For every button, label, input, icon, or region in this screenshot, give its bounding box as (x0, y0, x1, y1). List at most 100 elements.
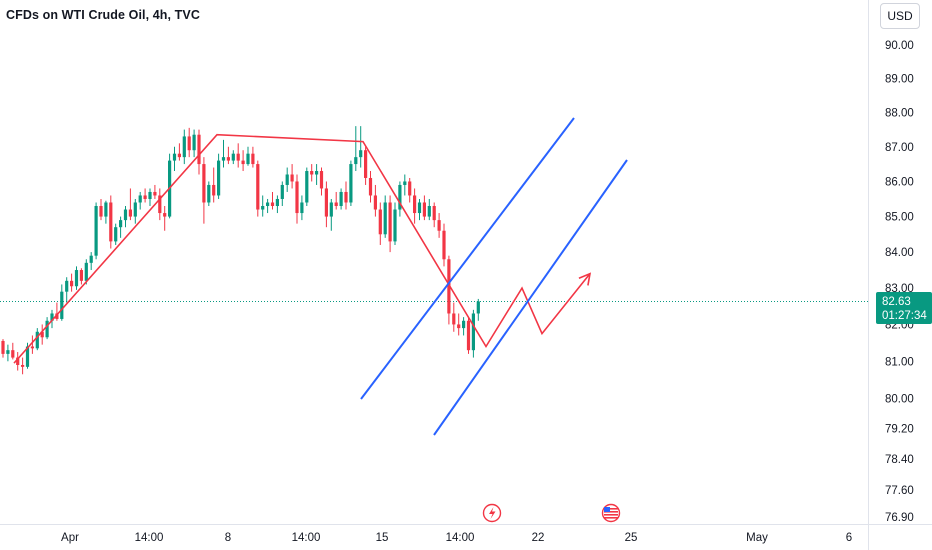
price-axis[interactable]: 90.0089.0088.0087.0086.0085.0084.0083.00… (885, 40, 914, 524)
candle-body (94, 206, 98, 256)
candle-body (310, 171, 314, 175)
candle-body (148, 191, 152, 199)
last-price-badge (876, 292, 932, 324)
price-tick-label: 76.90 (885, 512, 914, 524)
candle-body (251, 153, 255, 165)
candle-body (6, 350, 10, 354)
candle-body (70, 280, 74, 287)
time-axis[interactable]: Apr 14:00 8 14:00 15 14:00 22 25 May 6 (61, 532, 852, 544)
candle-body (462, 320, 466, 329)
candle-body (226, 157, 230, 161)
candle-body (398, 184, 402, 210)
candle-body (295, 181, 299, 214)
candle-body (442, 230, 446, 260)
candle-body (109, 202, 113, 242)
candle-body (1, 340, 5, 354)
time-tick-label: 14:00 (292, 532, 321, 544)
candle-body (471, 313, 475, 351)
projection-arrowhead (578, 272, 592, 286)
candle-body (65, 280, 69, 292)
candle-body (182, 136, 186, 158)
candle-body (153, 191, 157, 196)
earnings-icon (482, 503, 502, 523)
channel-upper-line (360, 117, 575, 400)
candle-body (285, 174, 289, 185)
candle-body (143, 195, 147, 199)
candle-body (128, 209, 132, 217)
candle-body (275, 198, 279, 207)
candle-body (197, 134, 201, 165)
candle-body (123, 209, 128, 221)
candles (1, 126, 480, 375)
price-tick-label: 78.40 (885, 454, 914, 466)
candle-body (403, 181, 407, 185)
drawings[interactable] (13, 117, 628, 436)
candle-body (280, 184, 284, 199)
candle-body (290, 174, 294, 182)
candle-body (393, 209, 397, 242)
candle-body (413, 195, 417, 214)
time-tick-label: 14:00 (446, 532, 475, 544)
price-tick-label: 87.00 (885, 142, 914, 154)
candle-body (319, 171, 324, 189)
candle-body (50, 313, 54, 321)
candle-body (55, 313, 59, 319)
candle-body (158, 195, 162, 214)
candle-body (104, 202, 108, 217)
price-tick-label: 89.00 (885, 74, 914, 86)
price-tick-label: 80.00 (885, 394, 914, 406)
candle-body (359, 150, 363, 158)
candle-body (74, 270, 79, 287)
candle-body (315, 171, 319, 175)
price-tick-label: 88.00 (885, 107, 914, 119)
candle-body (45, 320, 49, 338)
price-tick-label: 86.00 (885, 176, 914, 188)
candle-body (89, 255, 93, 263)
candle-body (354, 157, 358, 165)
candle-body (417, 202, 422, 214)
currency-button[interactable]: USD (880, 3, 920, 29)
candle-body (99, 206, 103, 217)
candle-body (305, 171, 309, 203)
candle-body (163, 213, 167, 217)
candle-body (388, 202, 392, 242)
candle-body (79, 270, 83, 281)
price-tick-label: 85.00 (885, 212, 914, 224)
candle-body (40, 331, 44, 338)
candle-body (270, 202, 275, 207)
candle-body (221, 157, 226, 161)
candle-body (30, 346, 34, 349)
candle-body (192, 134, 196, 151)
candle-body (339, 191, 343, 207)
price-tick-label: 84.00 (885, 247, 914, 259)
time-tick-label: 15 (376, 532, 389, 544)
candle-body (236, 153, 240, 161)
candle-body (378, 209, 382, 235)
candle-body (231, 153, 235, 161)
candle-body (11, 350, 15, 358)
candle-body (202, 164, 206, 203)
event-markers[interactable] (482, 503, 621, 523)
time-tick-label: 14:00 (135, 532, 164, 544)
candle-body (256, 164, 260, 210)
candle-body (334, 202, 338, 207)
candle-body (383, 202, 387, 235)
candle-body (133, 202, 137, 217)
candle-body (432, 206, 436, 221)
candle-body (364, 150, 368, 178)
last-price-label: 82.63 01:27:34 (876, 292, 932, 324)
candle-body (457, 324, 461, 329)
candle-body (261, 206, 265, 210)
candle-body (344, 191, 348, 203)
chart-title: CFDs on WTI Crude Oil, 4h, TVC (6, 8, 200, 22)
candle-body (212, 184, 216, 196)
last-price-value: 82.63 (882, 296, 911, 308)
candle-body (217, 160, 221, 196)
candle-body (368, 177, 373, 196)
candle-body (114, 227, 118, 242)
time-tick-label: 25 (625, 532, 638, 544)
price-tick-label: 77.60 (885, 485, 914, 497)
candle-body (266, 202, 270, 207)
candle-body (408, 181, 412, 196)
